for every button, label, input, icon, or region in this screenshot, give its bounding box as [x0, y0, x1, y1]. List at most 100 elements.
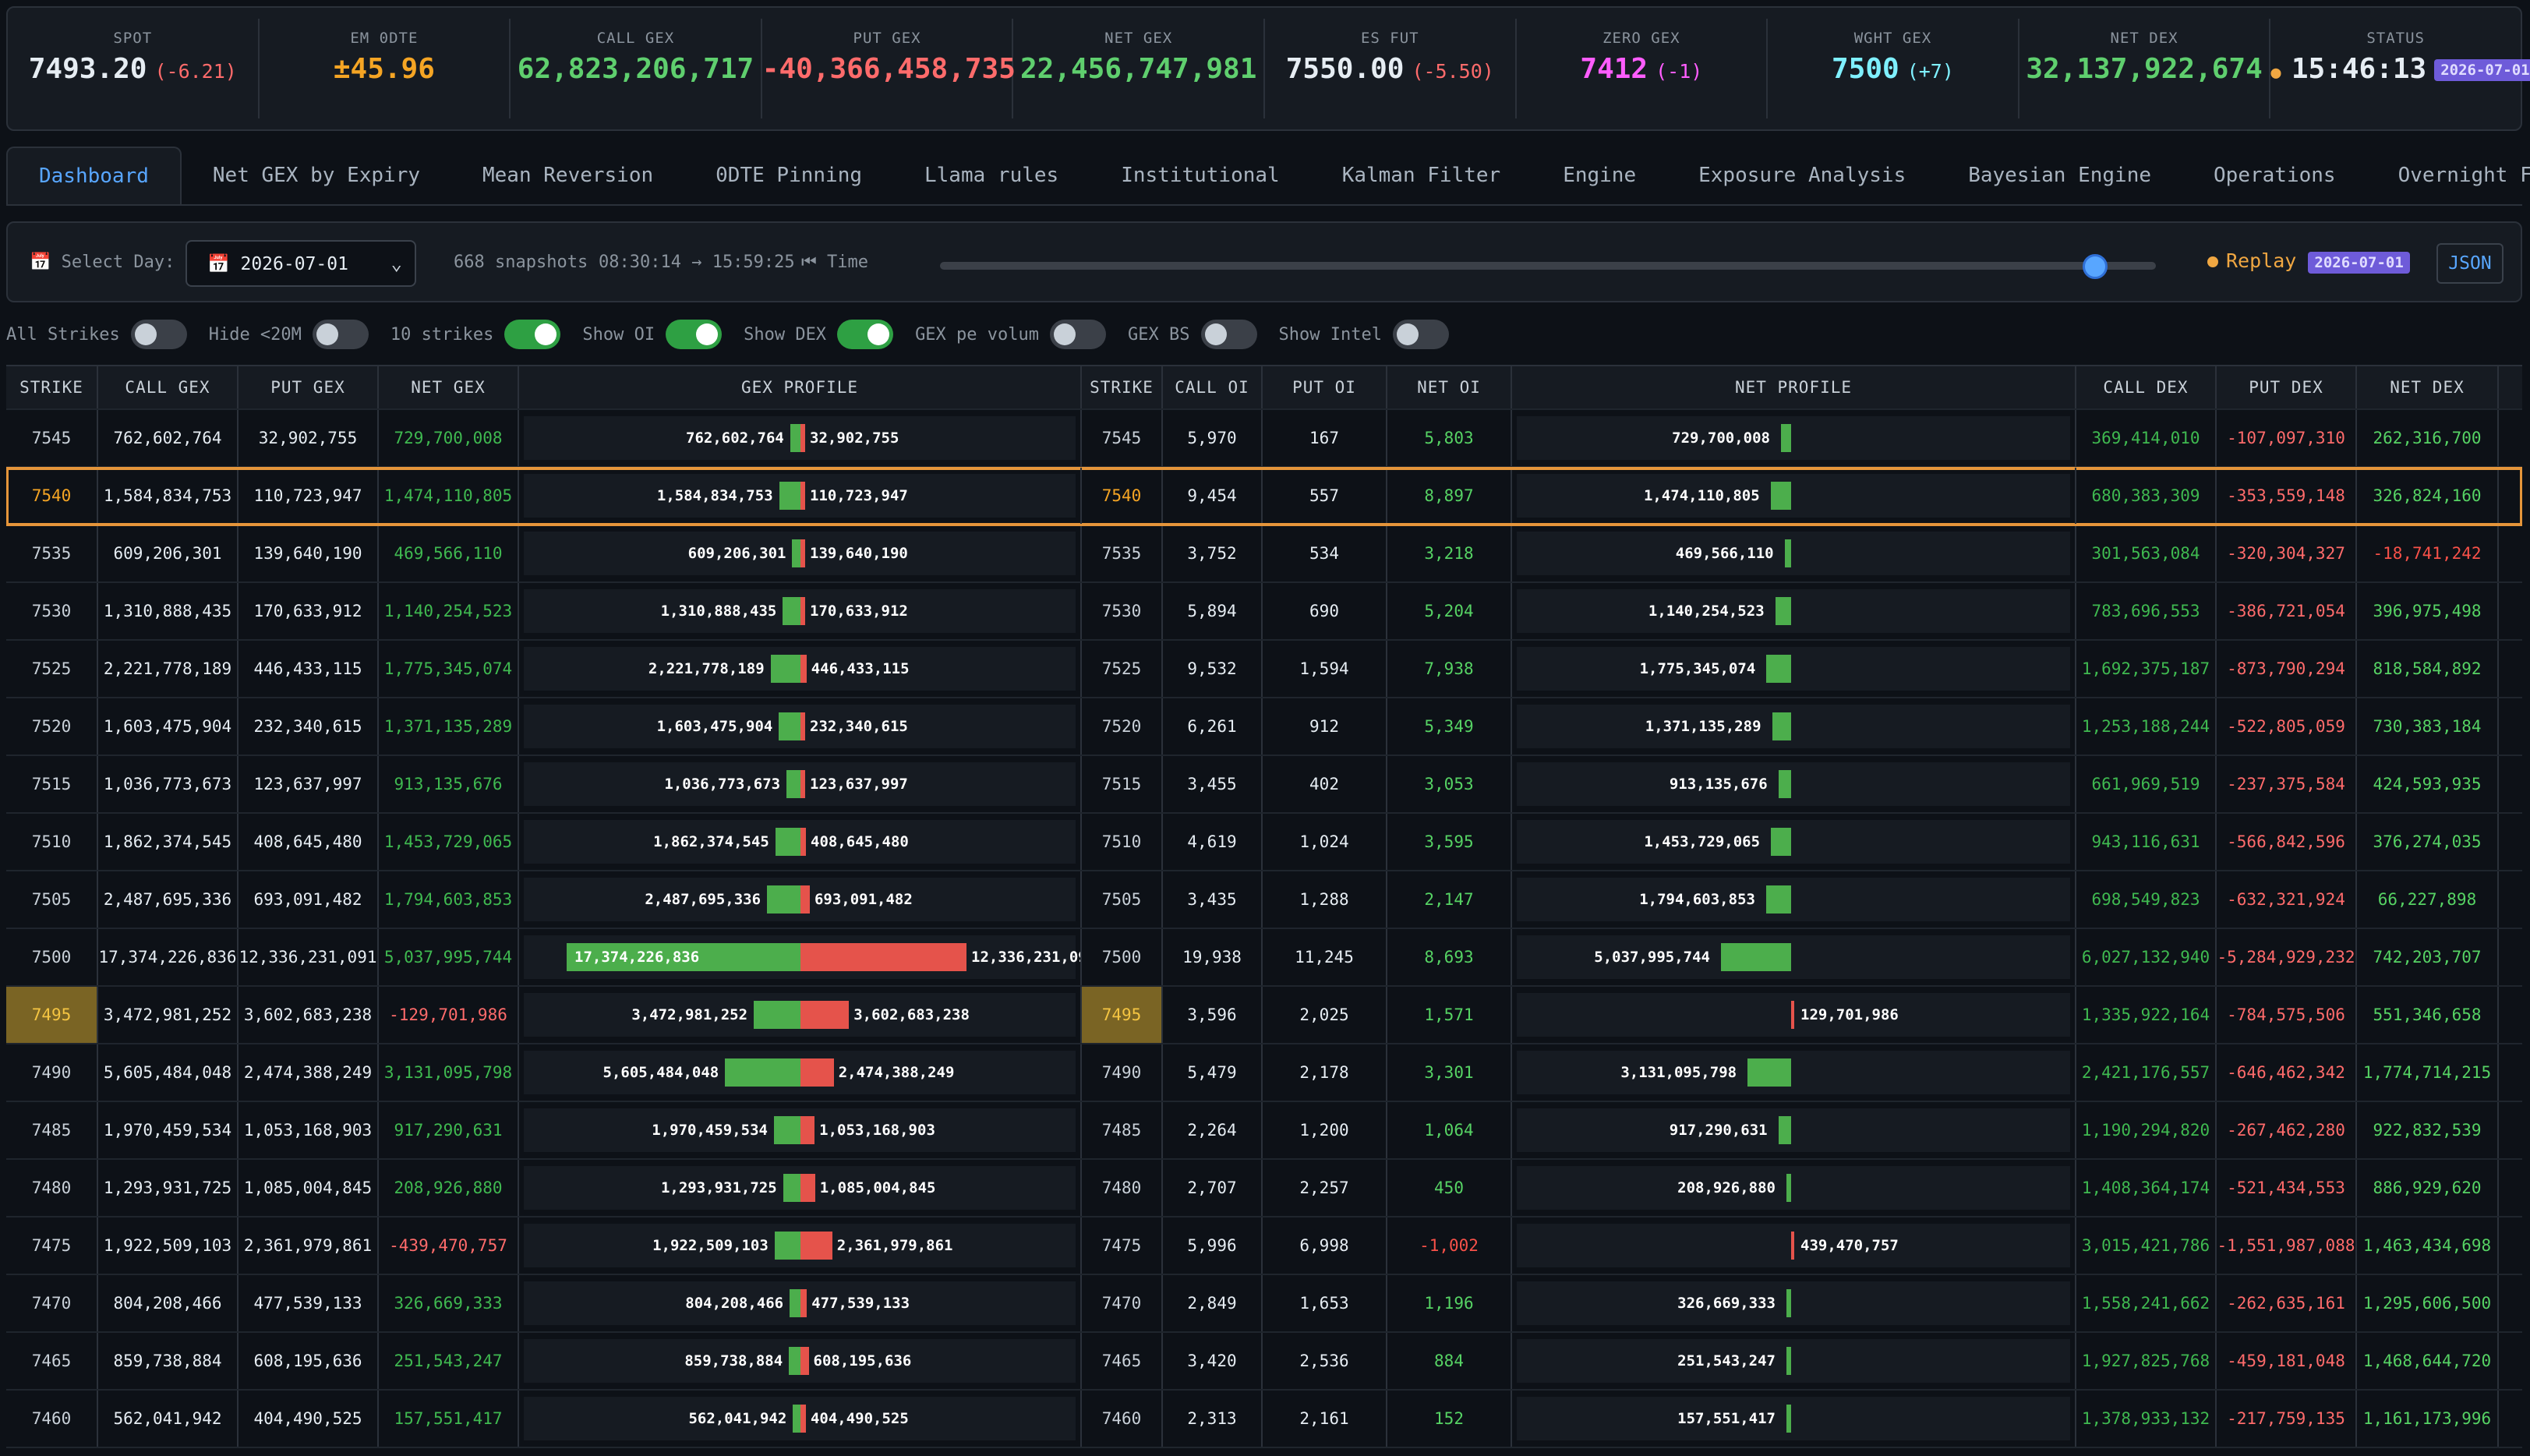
cell-strike: 7495	[1082, 987, 1163, 1043]
col-header-call-gex[interactable]: CALL GEX	[98, 366, 239, 408]
cell-net-dex: 424,593,935	[2357, 756, 2499, 812]
col-header-put-gex[interactable]: PUT GEX	[239, 366, 379, 408]
toggle-label: Show DEX	[744, 324, 827, 345]
call-gex-bar	[793, 1405, 800, 1433]
table-row[interactable]: 7480 1,293,931,725 1,085,004,845 208,926,88…	[6, 1160, 2522, 1217]
tab-dashboard[interactable]: Dashboard	[6, 147, 182, 204]
net-gex-bar	[1786, 1174, 1791, 1202]
table-row[interactable]: 7460 562,041,942 404,490,525 157,551,417 562…	[6, 1391, 2522, 1448]
cell-call-gex: 1,862,374,545	[98, 814, 239, 870]
stat-value: 7412 (-1)	[1517, 53, 1767, 85]
cell-call-gex: 762,602,764	[98, 410, 239, 466]
col-header-call-oi[interactable]: CALL OI	[1163, 366, 1263, 408]
col-header-put-dex[interactable]: PUT DEX	[2217, 366, 2357, 408]
table-row[interactable]: 7475 1,922,509,103 2,361,979,861 -439,470,7…	[6, 1217, 2522, 1275]
table-row[interactable]: 7505 2,487,695,336 693,091,482 1,794,603,85…	[6, 871, 2522, 929]
stat-label: ES FUT	[1360, 30, 1419, 47]
cell-strike: 7545	[1082, 410, 1163, 466]
toggle-switch[interactable]	[312, 320, 369, 349]
tab-kalman-filter[interactable]: Kalman Filter	[1341, 164, 1501, 187]
table-row[interactable]: 7490 5,605,484,048 2,474,388,249 3,131,095,…	[6, 1044, 2522, 1102]
cell-call-gex: 1,970,459,534	[98, 1102, 239, 1158]
day-select[interactable]: 📅 2026-07-01 ⌄	[186, 240, 416, 287]
table-row[interactable]: 7485 1,970,459,534 1,053,168,903 917,290,63…	[6, 1102, 2522, 1160]
toggle-10-strikes[interactable]: 10 strikes	[390, 320, 561, 349]
call-gex-bar	[789, 1347, 800, 1375]
toggle-hide-20m[interactable]: Hide <20M	[209, 320, 369, 349]
toggle-switch[interactable]	[1050, 320, 1107, 349]
toggle-switch[interactable]	[837, 320, 894, 349]
toggle-switch[interactable]	[1200, 320, 1257, 349]
toggle-show-oi[interactable]: Show OI	[582, 320, 723, 349]
toggle-gex-bs[interactable]: GEX BS	[1128, 320, 1257, 349]
replay-date-badge: 2026-07-01	[2308, 252, 2410, 274]
table-row[interactable]: 7540 1,584,834,753 110,723,947 1,474,110,80…	[6, 467, 2522, 526]
table-row[interactable]: 7545 762,602,764 32,902,755 729,700,008 762,…	[6, 410, 2522, 468]
tab-bayesian-engine[interactable]: Bayesian Engine	[1968, 164, 2152, 187]
cell-put-oi: 11,245	[1263, 929, 1387, 985]
toggle-switch[interactable]	[130, 320, 187, 349]
table-row[interactable]: 7510 1,862,374,545 408,645,480 1,453,729,06…	[6, 814, 2522, 871]
cell-call-oi: 3,435	[1163, 871, 1263, 928]
table-row[interactable]: 7535 609,206,301 139,640,190 469,566,110 609…	[6, 525, 2522, 583]
col-header-net-gex[interactable]: NET GEX	[379, 366, 519, 408]
call-gex-bar	[792, 539, 800, 567]
stats-header: SPOT 7493.20 (-6.21) EM 0DTE ±45.96 CALL GEX 6…	[6, 6, 2530, 131]
net-gex-bar	[1770, 482, 1791, 510]
call-gex-label: 1,862,374,545	[653, 833, 769, 850]
tab-net-gex-by-expiry[interactable]: Net GEX by Expiry	[212, 164, 420, 187]
col-header-put-oi[interactable]: PUT OI	[1263, 366, 1387, 408]
net-profile-bar: 1,474,110,805	[1512, 468, 2076, 524]
gex-profile-track: 5,605,484,048 2,474,388,249	[524, 1051, 1076, 1094]
time-slider-thumb[interactable]	[2083, 254, 2108, 279]
toggle-switch[interactable]	[666, 320, 723, 349]
toggle-gex-pe-volum[interactable]: GEX pe volum	[915, 320, 1107, 349]
tab-llama-rules[interactable]: Llama rules	[924, 164, 1059, 187]
toggle-show-dex[interactable]: Show DEX	[744, 320, 894, 349]
table-row[interactable]: 7515 1,036,773,673 123,637,997 913,135,676 1…	[6, 756, 2522, 814]
net-gex-bar	[1780, 424, 1791, 452]
tab-institutional[interactable]: Institutional	[1121, 164, 1280, 187]
cell-net-oi: 3,053	[1387, 756, 1512, 812]
cell-strike: 7540	[1082, 468, 1163, 524]
col-header-strike[interactable]: STRIKE	[6, 366, 98, 408]
tab-mean-reversion[interactable]: Mean Reversion	[482, 164, 654, 187]
table-row[interactable]: 7530 1,310,888,435 170,633,912 1,140,254,52…	[6, 583, 2522, 641]
toggle-switch[interactable]	[504, 320, 561, 349]
table-row[interactable]: 7520 1,603,475,904 232,340,615 1,371,135,28…	[6, 698, 2522, 756]
table-row[interactable]: 7470 804,208,466 477,539,133 326,669,333 804…	[6, 1275, 2522, 1333]
tab-0dte-pinning[interactable]: 0DTE Pinning	[716, 164, 862, 187]
cell-net-gex: 5,037,995,744	[379, 929, 519, 985]
col-header-gex-profile[interactable]: GEX PROFILE	[519, 366, 1082, 408]
net-profile-bar: 129,701,986	[1512, 987, 2076, 1043]
cell-strike: 7540	[6, 468, 98, 524]
time-slider-track[interactable]	[940, 262, 2156, 270]
cell-net-dex: 396,975,498	[2357, 583, 2499, 639]
cell-net-dex: 1,295,606,500	[2357, 1275, 2499, 1331]
tab-engine[interactable]: Engine	[1563, 164, 1637, 187]
tab-exposure-analysis[interactable]: Exposure Analysis	[1698, 164, 1906, 187]
col-header-call-dex[interactable]: CALL DEX	[2076, 366, 2217, 408]
cell-net-oi: -1,002	[1387, 1217, 1512, 1274]
col-header-net-oi[interactable]: NET OI	[1387, 366, 1512, 408]
cell-call-dex: 3,015,421,786	[2076, 1217, 2217, 1274]
cell-strike: 7480	[6, 1160, 98, 1216]
col-header-net-profile[interactable]: NET PROFILE	[1512, 366, 2076, 408]
toggle-all-strikes[interactable]: All Strikes	[6, 320, 187, 349]
table-row[interactable]: 7525 2,221,778,189 446,433,115 1,775,345,07…	[6, 641, 2522, 698]
cell-net-gex: 1,453,729,065	[379, 814, 519, 870]
col-header-net-dex[interactable]: NET DEX	[2357, 366, 2499, 408]
tab-overnight-flow[interactable]: Overnight Flow	[2397, 164, 2530, 187]
tab-operations[interactable]: Operations	[2214, 164, 2336, 187]
cell-strike: 7460	[1082, 1391, 1163, 1447]
toggle-switch[interactable]	[1392, 320, 1449, 349]
table-row[interactable]: 7465 859,738,884 608,195,636 251,543,247 859…	[6, 1333, 2522, 1391]
net-gex-label: 1,371,135,289	[1645, 718, 1761, 735]
toggle-show-intel[interactable]: Show Intel	[1279, 320, 1449, 349]
table-row[interactable]: 7495 3,472,981,252 3,602,683,238 -129,701,9…	[6, 987, 2522, 1044]
table-row[interactable]: 7500 17,374,226,836 12,336,231,091 5,037,99…	[6, 929, 2522, 987]
put-gex-bar	[800, 885, 810, 914]
col-header-strike[interactable]: STRIKE	[1082, 366, 1163, 408]
json-button[interactable]: JSON	[2436, 243, 2503, 284]
net-gex-bar	[1786, 1289, 1791, 1317]
